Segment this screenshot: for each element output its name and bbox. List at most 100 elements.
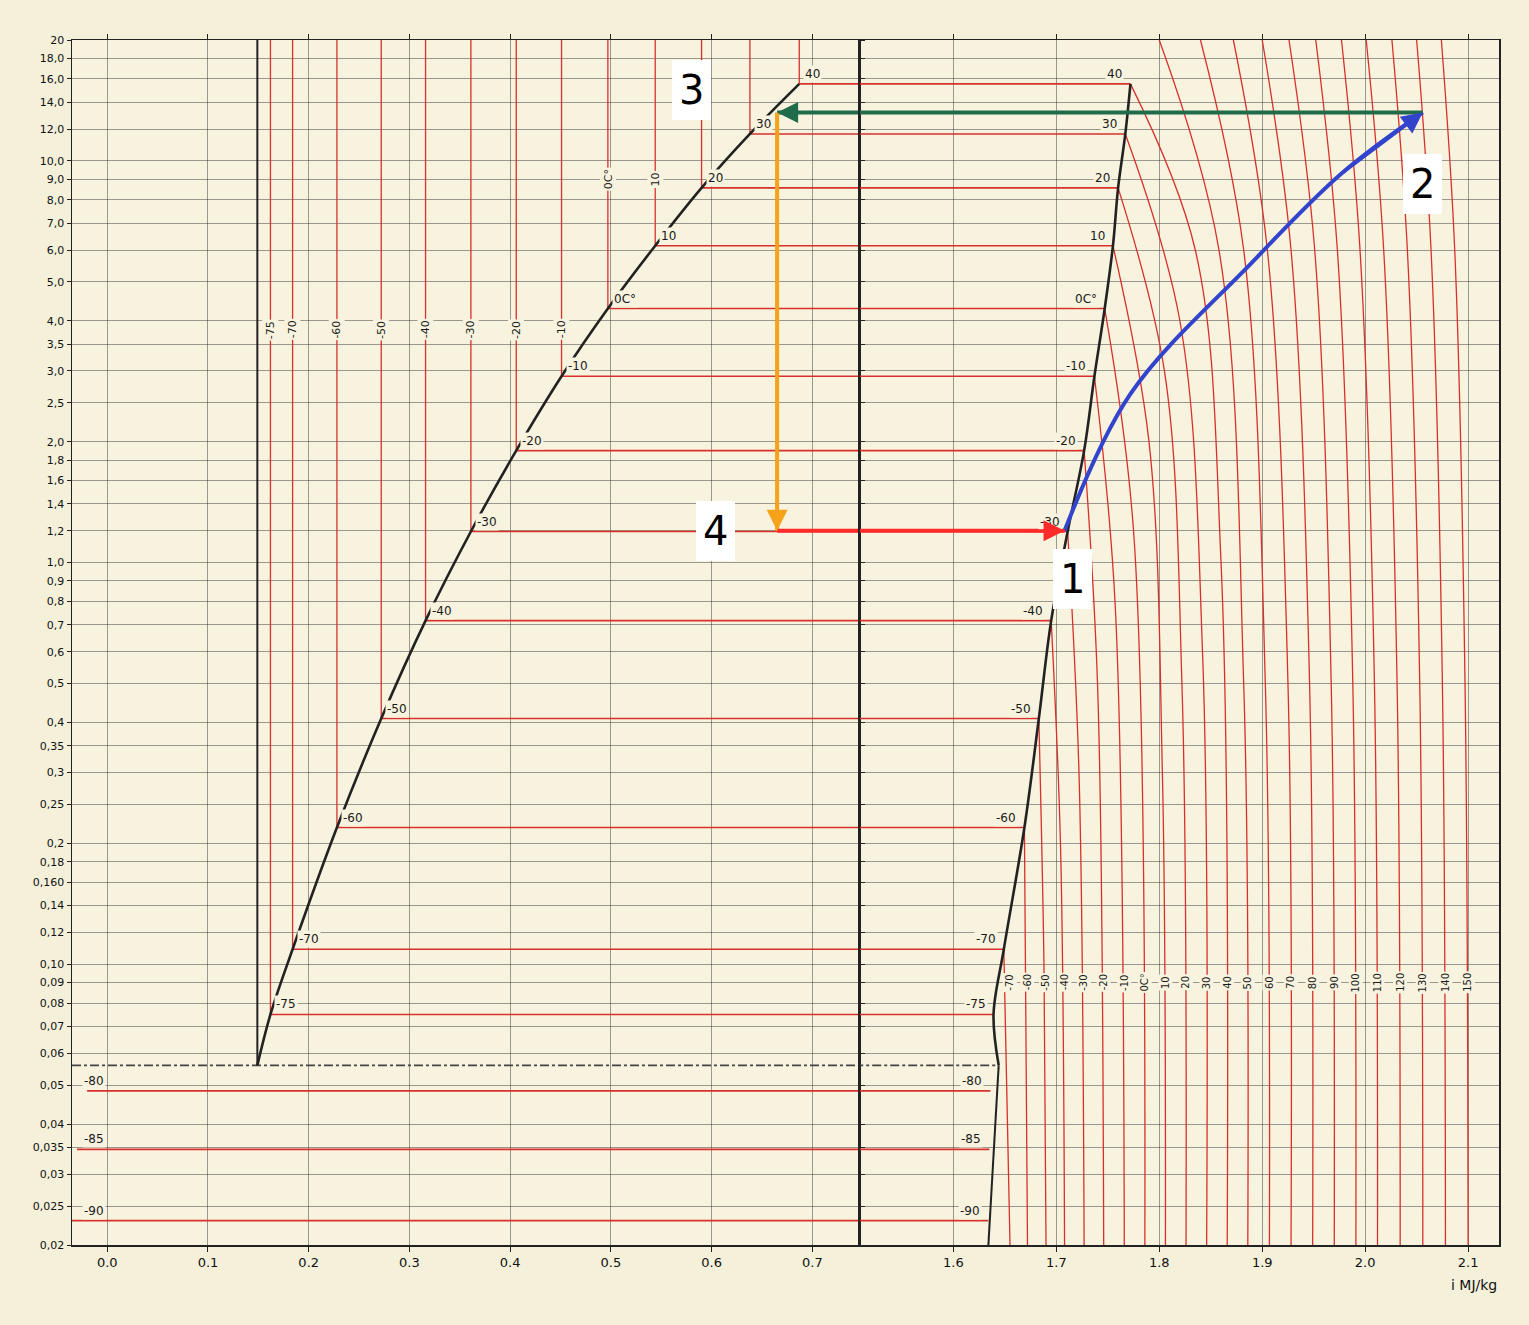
svg-text:2: 2: [1410, 161, 1435, 207]
svg-text:30: 30: [1102, 117, 1117, 131]
svg-text:0C°: 0C°: [1139, 973, 1150, 991]
svg-text:-75: -75: [264, 321, 277, 339]
svg-text:0.5: 0.5: [601, 1255, 622, 1270]
svg-text:9,0: 9,0: [47, 173, 65, 186]
svg-text:-70: -70: [1004, 974, 1015, 990]
svg-text:-50: -50: [375, 321, 388, 339]
svg-text:i MJ/kg: i MJ/kg: [1451, 1277, 1497, 1293]
svg-text:0,03: 0,03: [40, 1168, 65, 1181]
svg-text:-20: -20: [1098, 974, 1109, 990]
svg-text:0,6: 0,6: [47, 646, 65, 659]
svg-text:0,2: 0,2: [47, 837, 65, 850]
svg-text:0.3: 0.3: [399, 1255, 420, 1270]
svg-text:-20: -20: [522, 434, 542, 448]
svg-text:1.7: 1.7: [1046, 1255, 1067, 1270]
svg-text:-60: -60: [343, 811, 363, 825]
svg-text:14,0: 14,0: [40, 96, 65, 109]
svg-text:0,4: 0,4: [47, 716, 65, 729]
svg-text:5,0: 5,0: [47, 276, 65, 289]
svg-text:-20: -20: [1056, 434, 1076, 448]
svg-text:150: 150: [1462, 973, 1473, 992]
svg-text:0.7: 0.7: [802, 1255, 823, 1270]
svg-text:-50: -50: [1011, 702, 1031, 716]
svg-text:110: 110: [1372, 973, 1383, 992]
svg-text:0,5: 0,5: [47, 677, 65, 690]
svg-text:-85: -85: [84, 1132, 104, 1146]
svg-text:0,05: 0,05: [40, 1079, 65, 1092]
svg-text:0,02: 0,02: [40, 1239, 65, 1252]
svg-text:4: 4: [703, 508, 728, 554]
svg-text:120: 120: [1395, 973, 1406, 992]
svg-text:3,0: 3,0: [47, 365, 65, 378]
svg-text:1: 1: [1060, 556, 1085, 602]
svg-text:-70: -70: [286, 320, 299, 338]
svg-text:0,025: 0,025: [33, 1200, 65, 1213]
svg-text:80: 80: [1307, 977, 1318, 990]
svg-text:-60: -60: [330, 321, 343, 339]
svg-text:10,0: 10,0: [40, 155, 65, 168]
svg-text:0,14: 0,14: [40, 899, 65, 912]
svg-text:1,4: 1,4: [47, 498, 65, 511]
svg-text:16,0: 16,0: [40, 73, 65, 86]
svg-text:140: 140: [1440, 973, 1451, 992]
svg-text:1,6: 1,6: [47, 474, 65, 487]
svg-text:-40: -40: [1023, 604, 1043, 618]
svg-text:-10: -10: [1119, 975, 1130, 991]
svg-text:-30: -30: [477, 515, 497, 529]
svg-text:0,160: 0,160: [33, 876, 65, 889]
svg-text:-40: -40: [432, 604, 452, 618]
svg-text:-80: -80: [962, 1074, 982, 1088]
svg-text:-60: -60: [996, 811, 1016, 825]
svg-text:-75: -75: [276, 997, 296, 1011]
svg-text:30: 30: [756, 117, 771, 131]
svg-text:10: 10: [649, 173, 662, 187]
svg-text:0.0: 0.0: [97, 1255, 118, 1270]
svg-text:10: 10: [1160, 976, 1171, 989]
svg-text:12,0: 12,0: [40, 123, 65, 136]
svg-text:1,0: 1,0: [47, 556, 65, 569]
svg-text:0,035: 0,035: [33, 1141, 65, 1154]
svg-text:10: 10: [661, 229, 676, 243]
svg-text:0,04: 0,04: [40, 1118, 65, 1131]
svg-text:0.1: 0.1: [198, 1255, 219, 1270]
svg-text:7,0: 7,0: [47, 217, 65, 230]
svg-text:1.6: 1.6: [943, 1255, 964, 1270]
svg-text:6,0: 6,0: [47, 244, 65, 257]
svg-text:0,8: 0,8: [47, 595, 65, 608]
svg-text:0,7: 0,7: [47, 619, 65, 632]
svg-text:-80: -80: [84, 1074, 104, 1088]
svg-text:0,09: 0,09: [40, 976, 65, 989]
svg-text:20: 20: [1095, 171, 1110, 185]
svg-text:-10: -10: [555, 320, 568, 338]
svg-text:3,5: 3,5: [47, 338, 65, 351]
svg-text:-50: -50: [1040, 974, 1051, 990]
svg-text:0.6: 0.6: [701, 1255, 722, 1270]
svg-text:20: 20: [1180, 976, 1191, 989]
svg-text:40: 40: [805, 67, 820, 81]
svg-text:0,06: 0,06: [40, 1047, 65, 1060]
svg-text:-30: -30: [1078, 974, 1089, 990]
svg-text:0C°: 0C°: [602, 169, 615, 189]
svg-text:0.2: 0.2: [298, 1255, 319, 1270]
svg-text:-10: -10: [1066, 359, 1086, 373]
svg-text:40: 40: [1107, 67, 1122, 81]
svg-text:3: 3: [679, 67, 704, 113]
svg-text:-10: -10: [568, 359, 588, 373]
svg-text:2.1: 2.1: [1458, 1255, 1479, 1270]
svg-text:-60: -60: [1022, 974, 1033, 990]
svg-text:-90: -90: [960, 1204, 980, 1218]
svg-text:-20: -20: [510, 321, 523, 339]
svg-text:30: 30: [1201, 977, 1212, 990]
svg-text:0,07: 0,07: [40, 1020, 65, 1033]
svg-text:0C°: 0C°: [614, 292, 636, 306]
svg-text:1,2: 1,2: [47, 525, 65, 538]
svg-text:40: 40: [1222, 976, 1233, 989]
svg-text:0,08: 0,08: [40, 997, 65, 1010]
svg-text:-75: -75: [966, 997, 986, 1011]
svg-text:60: 60: [1264, 976, 1275, 989]
svg-text:2,0: 2,0: [47, 436, 65, 449]
svg-text:-85: -85: [961, 1132, 981, 1146]
svg-text:1.9: 1.9: [1252, 1255, 1273, 1270]
svg-text:2.0: 2.0: [1355, 1255, 1376, 1270]
svg-text:0C°: 0C°: [1075, 292, 1097, 306]
